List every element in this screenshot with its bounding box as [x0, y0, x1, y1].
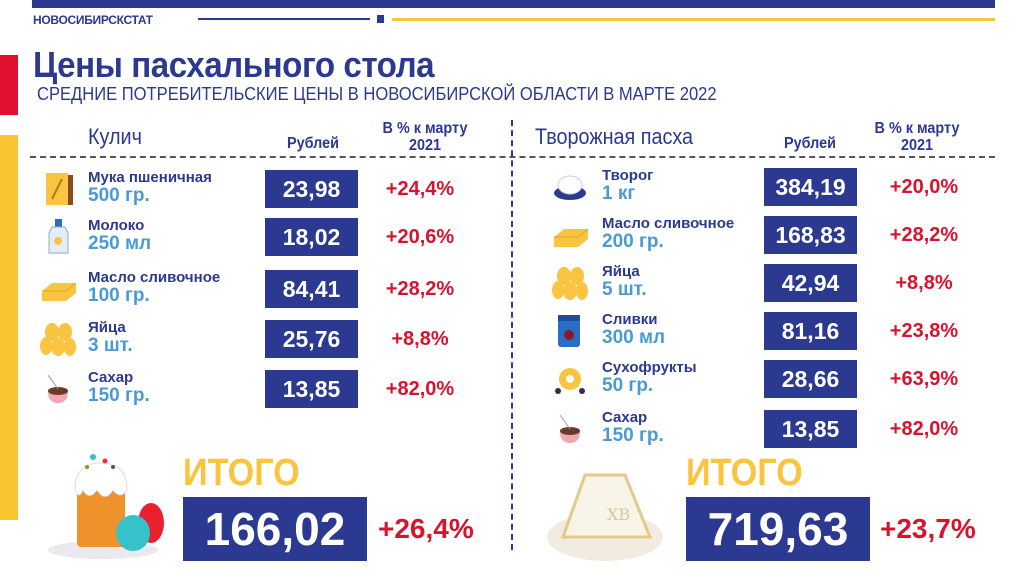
divider	[198, 18, 370, 20]
item-qty: 1 кг	[602, 183, 636, 204]
item-price: 13,85	[265, 370, 358, 408]
page-subtitle: СРЕДНИЕ ПОТРЕБИТЕЛЬСКИЕ ЦЕНЫ В НОВОСИБИР…	[37, 84, 717, 104]
item-qty: 250 мл	[88, 233, 152, 254]
item-pct: +20,6%	[385, 226, 455, 248]
total-pct: +23,7%	[880, 513, 976, 544]
item-name: Мука пшеничная	[88, 169, 212, 186]
kulich-cake-icon	[48, 454, 164, 559]
item-name: Сахар	[602, 409, 648, 426]
item-pct: +20,0%	[889, 176, 959, 198]
item-qty: 150 гр.	[602, 425, 664, 446]
list-item: Масло сливочное 100 гр. 84,41 +28,2%	[30, 270, 500, 310]
list-item: Сахар 150 гр. 13,85 +82,0%	[30, 370, 500, 410]
top-bar	[32, 0, 995, 8]
list-item: Молоко 250 мл 18,02 +20,6%	[30, 218, 500, 258]
eggs-icon	[40, 323, 76, 356]
svg-text:ХВ: ХВ	[607, 505, 630, 524]
col-header-rub: Рублей	[287, 135, 339, 152]
total-price: 166,02	[183, 497, 367, 561]
item-pct: +8,8%	[895, 272, 953, 294]
eggs-icon	[552, 267, 588, 300]
item-name: Молоко	[88, 217, 145, 234]
item-qty: 5 шт.	[602, 279, 647, 300]
dried-fruit-icon	[555, 368, 585, 394]
item-price: 168,83	[764, 216, 857, 254]
accent-bar-yellow	[0, 135, 18, 520]
item-price: 81,16	[764, 312, 857, 350]
item-pct: +28,2%	[385, 278, 455, 300]
item-price: 25,76	[265, 320, 358, 358]
list-item: Творог 1 кг 384,19 +20,0%	[552, 168, 1022, 208]
section-title-kulich: Кулич	[88, 124, 142, 149]
total-pct: +26,4%	[378, 513, 474, 544]
total-label: ИТОГО	[183, 452, 300, 494]
item-qty: 300 мл	[602, 327, 666, 348]
total-label: ИТОГО	[686, 452, 803, 494]
item-qty: 150 гр.	[88, 385, 150, 406]
butter-icon	[554, 228, 588, 247]
page-title: Цены пасхального стола	[33, 44, 435, 85]
item-name: Яйца	[602, 263, 640, 280]
item-price: 84,41	[265, 270, 358, 308]
org-name: НОВОСИБИРСКСТАТ	[33, 13, 153, 27]
section-divider	[511, 120, 513, 550]
item-qty: 500 гр.	[88, 185, 150, 206]
item-name: Творог	[602, 167, 654, 184]
milk-bottle-icon	[48, 219, 69, 254]
item-name: Яйца	[88, 319, 126, 336]
col-header-pct: В % к марту 2021	[874, 120, 960, 154]
item-qty: 3 шт.	[88, 335, 133, 356]
flour-bag-icon	[46, 173, 73, 205]
item-name: Сухофрукты	[602, 359, 697, 376]
list-item: Яйца 3 шт. 25,76 +8,8%	[30, 320, 500, 360]
list-item: Мука пшеничная 500 гр. 23,98 +24,4%	[30, 170, 500, 210]
item-price: 384,19	[764, 168, 857, 206]
item-price: 13,85	[764, 410, 857, 448]
list-item: Сливки 300 мл 81,16 +23,8%	[552, 312, 1022, 352]
item-name: Сахар	[88, 369, 134, 386]
item-pct: +82,0%	[889, 418, 959, 440]
sugar-cup-icon	[559, 414, 580, 443]
item-pct: +23,8%	[889, 320, 959, 342]
cream-carton-icon	[558, 315, 580, 347]
accent-bar-red	[0, 55, 18, 115]
paskha-icon: ХВ	[547, 473, 663, 561]
list-item: Масло сливочное 200 гр. 168,83 +28,2%	[552, 216, 1022, 256]
list-item: Яйца 5 шт. 42,94 +8,8%	[552, 264, 1022, 304]
item-pct: +24,4%	[385, 178, 455, 200]
item-pct: +63,9%	[889, 368, 959, 390]
item-price: 18,02	[265, 218, 358, 256]
item-pct: +82,0%	[385, 378, 455, 400]
item-name: Сливки	[602, 311, 658, 328]
item-pct: +8,8%	[391, 328, 449, 350]
item-price: 28,66	[764, 360, 857, 398]
list-item: Сахар 150 гр. 13,85 +82,0%	[552, 410, 1022, 450]
sugar-cup-icon	[47, 374, 68, 403]
divider-square	[377, 15, 384, 23]
item-price: 42,94	[764, 264, 857, 302]
item-qty: 50 гр.	[602, 375, 654, 396]
cottage-cheese-icon	[554, 175, 586, 200]
item-price: 23,98	[265, 170, 358, 208]
divider	[392, 18, 995, 21]
item-qty: 100 гр.	[88, 285, 150, 306]
total-price: 719,63	[686, 497, 870, 561]
butter-icon	[42, 282, 76, 301]
item-qty: 200 гр.	[602, 231, 664, 252]
item-name: Масло сливочное	[602, 215, 735, 232]
col-header-pct: В % к марту 2021	[382, 120, 468, 154]
col-header-rub: Рублей	[784, 135, 836, 152]
list-item: Сухофрукты 50 гр. 28,66 +63,9%	[552, 360, 1022, 400]
item-pct: +28,2%	[889, 224, 959, 246]
item-name: Масло сливочное	[88, 269, 221, 286]
section-title-paskha: Творожная пасха	[535, 124, 694, 149]
